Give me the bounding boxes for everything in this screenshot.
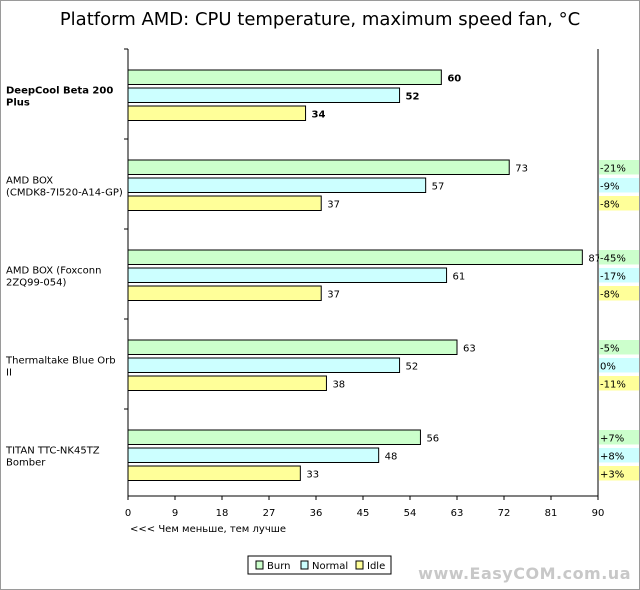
- bar-burn: [127, 159, 510, 175]
- chart-title: Platform AMD: CPU temperature, maximum s…: [59, 9, 581, 30]
- comparison-cell: [599, 286, 639, 301]
- bar-burn: [127, 429, 421, 445]
- data-label: 61: [453, 271, 466, 282]
- data-label: 60: [447, 73, 461, 84]
- comparison-label: +8%: [600, 451, 624, 462]
- comparison-label: -45%: [600, 253, 626, 264]
- x-tick-label: 36: [310, 508, 323, 519]
- bar-normal: [127, 447, 380, 463]
- legend-swatch-normal: [300, 560, 309, 570]
- x-tick-label: 90: [592, 508, 605, 519]
- data-label: 38: [332, 379, 345, 390]
- bar-idle: [127, 285, 322, 301]
- x-tick-label: 0: [125, 508, 131, 519]
- legend-label-burn: Burn: [267, 561, 290, 572]
- data-label: 33: [306, 469, 319, 480]
- data-label: 63: [463, 343, 476, 354]
- x-tick-label: 9: [172, 508, 178, 519]
- bar-idle: [127, 375, 327, 391]
- bar-burn: [127, 339, 458, 355]
- comparison-label: -17%: [600, 271, 626, 282]
- bar-normal: [127, 357, 401, 373]
- legend-label-idle: Idle: [367, 561, 385, 572]
- category-label: AMD BOX (Foxconn 2ZQ99-054): [6, 265, 101, 288]
- x-tick-label: 18: [216, 508, 229, 519]
- data-label: 52: [406, 91, 420, 102]
- comparison-cell: [599, 250, 639, 265]
- legend-swatch-idle: [355, 560, 364, 570]
- legend-label-normal: Normal: [312, 561, 348, 572]
- data-label: 87: [588, 253, 601, 264]
- data-label: 37: [327, 199, 340, 210]
- bar-burn: [127, 249, 583, 265]
- comparison-label: -9%: [600, 181, 619, 192]
- bar-idle: [127, 465, 301, 481]
- legend: [247, 555, 392, 575]
- data-label: 56: [426, 433, 439, 444]
- x-tick-label: 27: [263, 508, 276, 519]
- comparison-cell: [599, 196, 639, 211]
- comparison-label: -8%: [600, 289, 619, 300]
- comparison-label: 0%: [600, 361, 616, 372]
- bar-normal: [127, 177, 427, 193]
- comparison-label: +3%: [600, 469, 624, 480]
- comparison-label: -11%: [600, 379, 626, 390]
- comparison-cell: [599, 160, 639, 175]
- comparison-label: -21%: [600, 163, 626, 174]
- comparison-cell: [599, 430, 639, 445]
- comparison-cell: [599, 376, 639, 391]
- x-tick-label: 54: [404, 508, 417, 519]
- bar-burn: [127, 69, 442, 85]
- comparison-cell: [599, 448, 639, 463]
- comparison-label: -5%: [600, 343, 619, 354]
- watermark: www.EasyCOM.com.ua: [418, 564, 631, 583]
- bar-normal: [127, 87, 401, 103]
- comparison-label: +7%: [600, 433, 624, 444]
- data-label: 37: [327, 289, 340, 300]
- comparison-cell: [599, 178, 639, 193]
- x-axis-label: <<< Чем меньше, тем лучше: [130, 524, 286, 535]
- bar-normal: [127, 267, 448, 283]
- category-label: DeepCool Beta 200 Plus: [6, 85, 113, 108]
- data-label: 34: [312, 109, 326, 120]
- data-label: 57: [432, 181, 445, 192]
- x-tick-label: 72: [498, 508, 511, 519]
- data-label: 48: [385, 451, 398, 462]
- data-label: 73: [515, 163, 528, 174]
- x-tick-label: 63: [451, 508, 464, 519]
- category-label: TITAN TTC-NK45TZ Bomber: [5, 445, 100, 468]
- category-label: AMD BOX (CMDK8-7I520-A14-GP): [6, 175, 123, 198]
- comparison-cell: [599, 358, 639, 373]
- comparison-cell: [599, 340, 639, 355]
- legend-swatch-burn: [255, 560, 264, 570]
- comparison-cell: [599, 268, 639, 283]
- comparison-cell: [599, 466, 639, 481]
- bar-idle: [127, 195, 322, 211]
- data-label: 52: [406, 361, 419, 372]
- comparison-label: -8%: [600, 199, 619, 210]
- category-label: Thermaltake Blue Orb II: [5, 355, 116, 378]
- x-tick-label: 81: [545, 508, 558, 519]
- x-tick-label: 45: [357, 508, 370, 519]
- bar-idle: [127, 105, 307, 121]
